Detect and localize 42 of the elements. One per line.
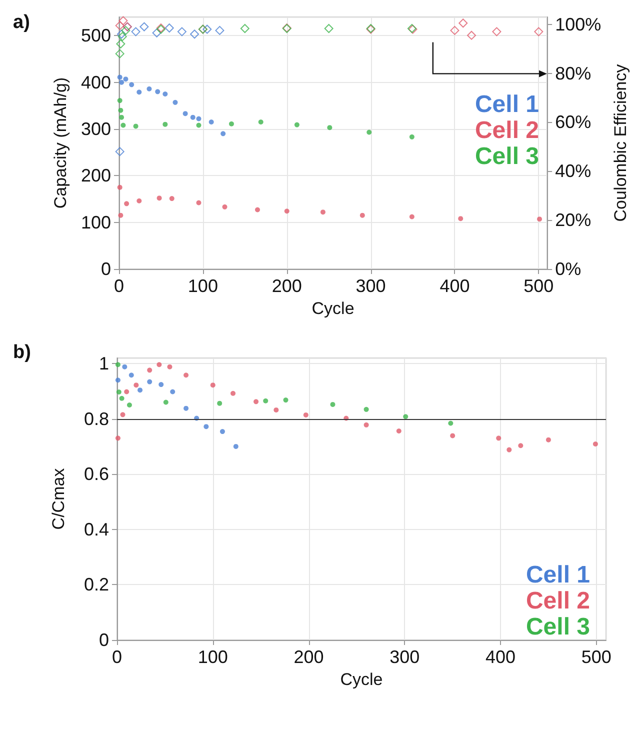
x-tick-label: 300: [356, 276, 386, 296]
x-tick-label: 400: [486, 647, 516, 667]
x-tick-label: 500: [524, 276, 554, 296]
x-axis-title: Cycle: [312, 298, 354, 318]
y2-tick-label: 0%: [555, 259, 582, 279]
text: Cell 1: [474, 91, 539, 118]
x-tick-label: 100: [198, 647, 228, 667]
x-tick-label: 200: [294, 647, 324, 667]
text: Cell 1: [526, 562, 590, 588]
y2-tick-label: 40%: [555, 161, 592, 182]
text: Cell 2: [526, 588, 590, 614]
y-tick-label: 0.6: [84, 464, 109, 484]
x-tick-label: 300: [390, 647, 420, 667]
text: Cell 2: [474, 117, 539, 144]
x-tick-label: 100: [188, 276, 218, 296]
text: Cell 3: [474, 143, 539, 170]
chart-title: b): [13, 342, 31, 363]
chart-title: a): [13, 12, 30, 33]
x-tick-label: 500: [581, 647, 612, 667]
y2-axis-title: Coulombic Efficiency: [611, 64, 630, 222]
y-tick-label: 0: [98, 630, 109, 650]
y-tick-label: 0.4: [84, 519, 109, 540]
y-tick-label: 200: [80, 166, 111, 186]
text: Cell 3: [526, 614, 590, 640]
y-tick-label: 100: [80, 212, 111, 232]
y-tick-label: 400: [80, 72, 111, 92]
y-axis-title: C/Cmax: [49, 468, 68, 530]
x-tick-label: 400: [440, 276, 470, 296]
y2-tick-label: 60%: [555, 112, 592, 132]
y2-tick-label: 100%: [555, 14, 602, 34]
y-tick-label: 0.2: [84, 574, 109, 595]
x-axis-title: Cycle: [340, 670, 383, 689]
y-tick-label: 0: [100, 259, 111, 279]
x-tick-label: 0: [114, 276, 124, 296]
y2-tick-label: 20%: [555, 210, 592, 230]
y-tick-label: 0.8: [84, 408, 109, 429]
y-axis-title: Capacity (mAh/g): [51, 77, 70, 209]
y-tick-label: 1: [98, 354, 109, 374]
x-tick-label: 200: [272, 276, 302, 296]
y2-tick-label: 80%: [555, 63, 592, 84]
y-tick-label: 500: [80, 26, 111, 46]
y-tick-label: 300: [80, 119, 111, 139]
